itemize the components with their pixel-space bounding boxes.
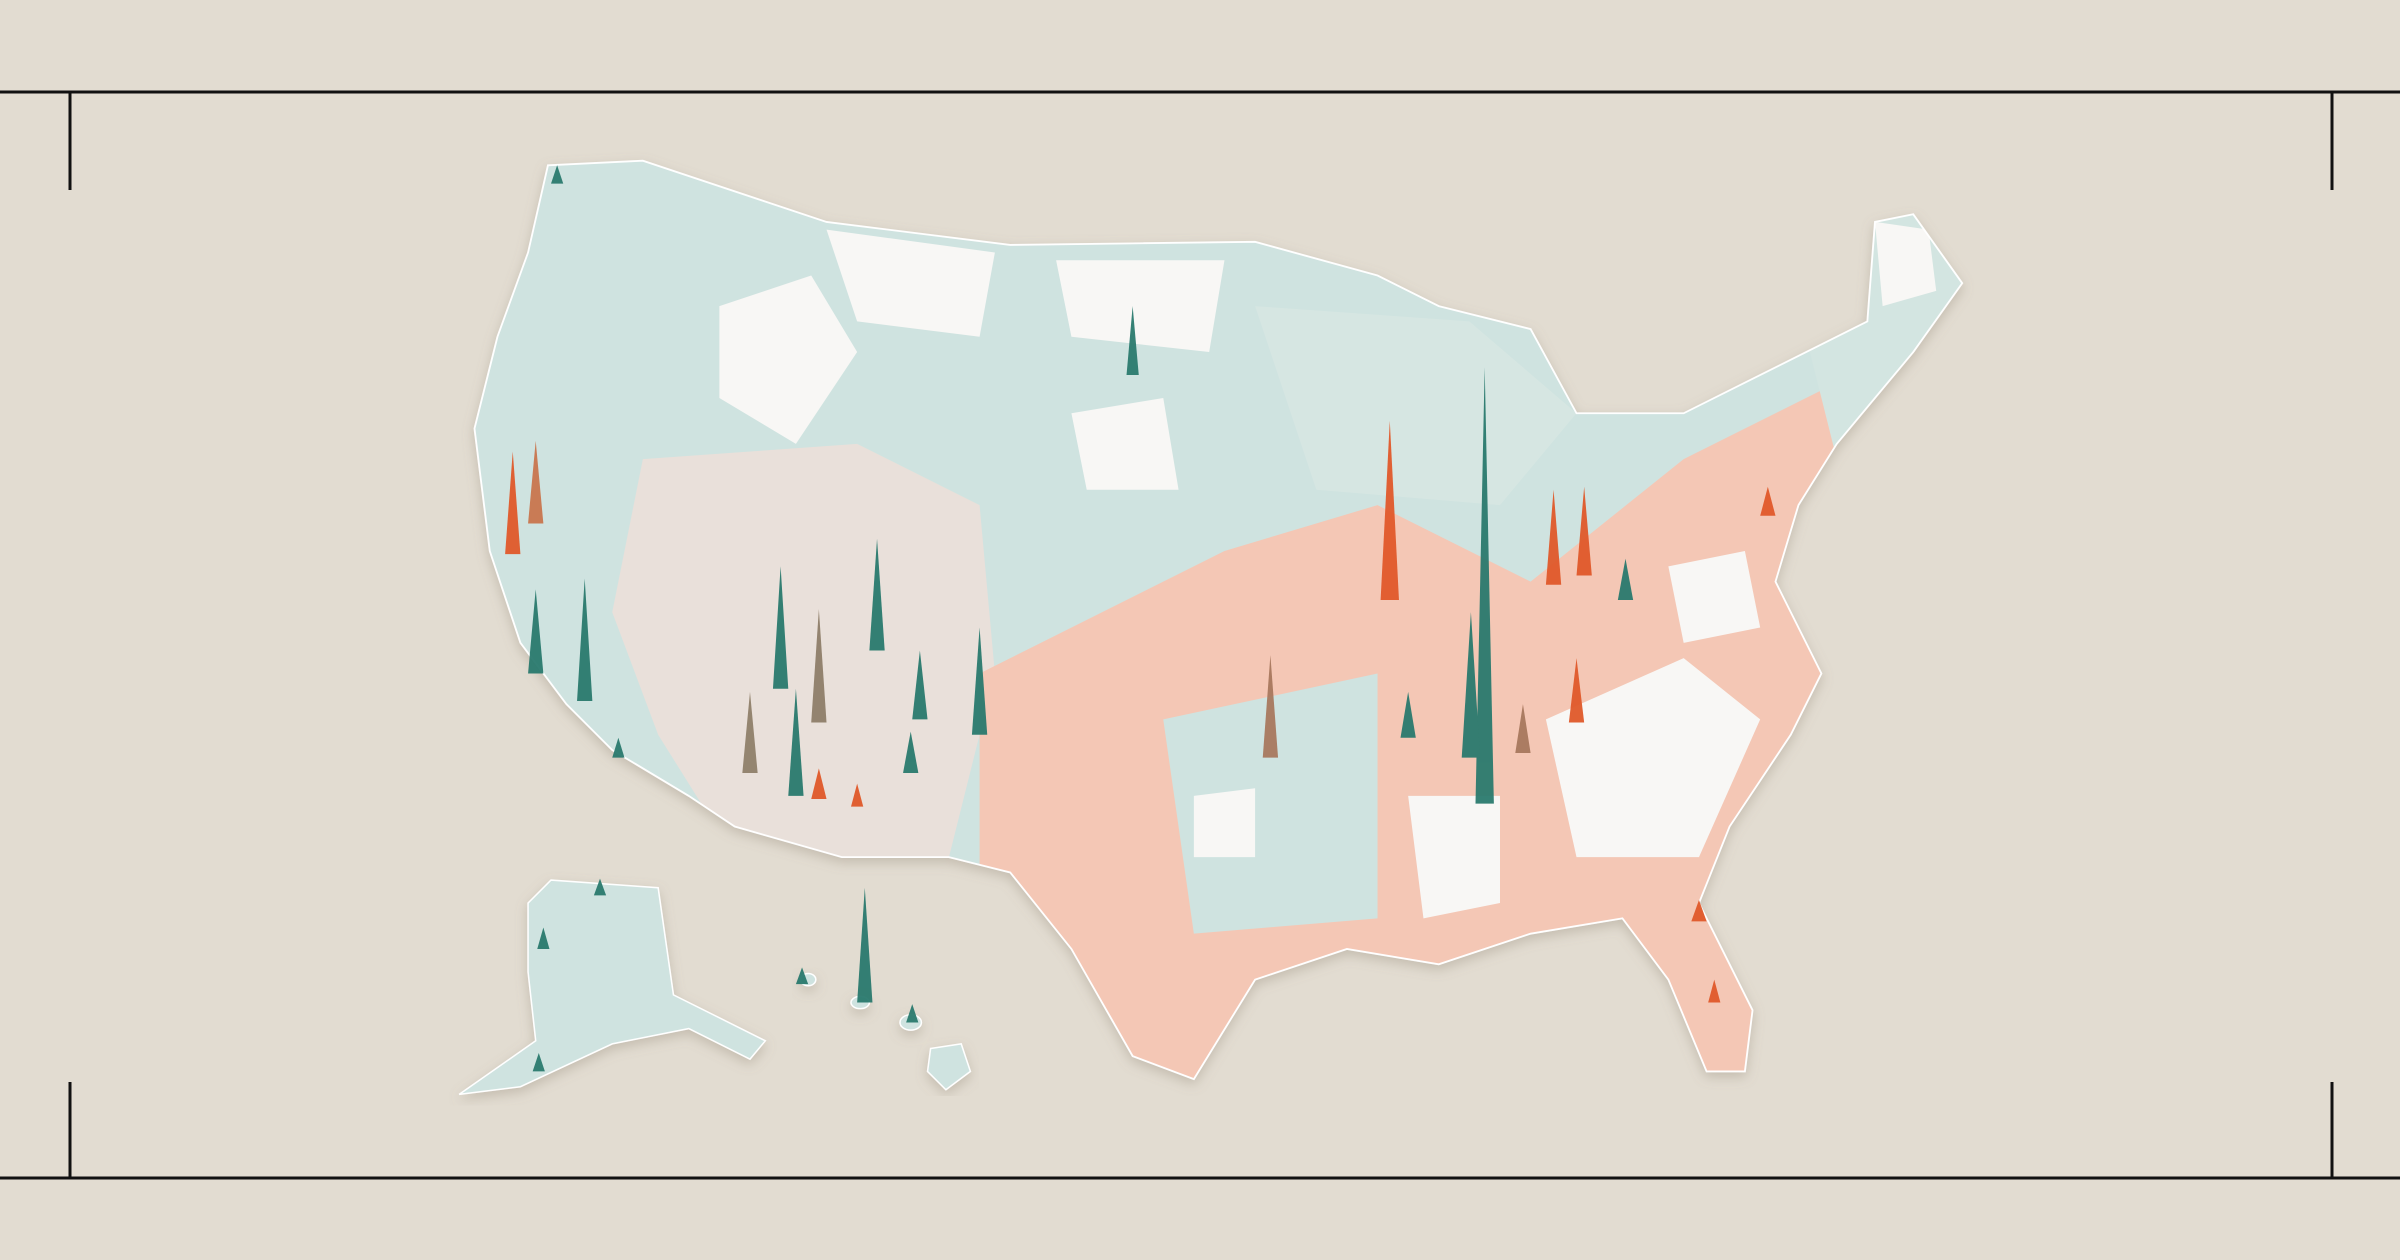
spike	[811, 768, 827, 799]
region	[1163, 673, 1378, 934]
spike	[869, 538, 885, 651]
spike	[1708, 979, 1721, 1003]
alaska	[458, 879, 767, 1096]
spike	[528, 440, 544, 524]
spike	[1568, 658, 1585, 723]
spike	[903, 731, 919, 773]
spike	[537, 927, 550, 949]
frame	[0, 90, 2400, 1180]
region	[1255, 306, 1577, 506]
spike	[1576, 486, 1592, 576]
spike	[788, 688, 804, 796]
spike	[811, 609, 827, 723]
spike	[1515, 704, 1531, 754]
spike	[1400, 691, 1416, 738]
spike	[593, 878, 607, 896]
spike	[742, 691, 758, 773]
contiguous-us	[473, 159, 1964, 1081]
region	[612, 443, 995, 858]
spike	[971, 627, 988, 735]
spike	[1691, 899, 1707, 922]
spike	[912, 650, 928, 720]
spike	[1475, 367, 1494, 804]
spike	[1617, 558, 1634, 600]
white-patches	[719, 221, 1937, 919]
spike	[906, 1004, 919, 1023]
spike	[577, 578, 593, 702]
spikes	[505, 165, 1776, 1072]
hawaii	[799, 972, 972, 1091]
spike	[851, 783, 864, 807]
spike	[612, 737, 625, 758]
spike	[1760, 486, 1776, 516]
spike	[528, 589, 544, 674]
outline	[473, 159, 1964, 1081]
spike	[1380, 420, 1399, 600]
spike	[857, 887, 873, 1003]
spike	[1262, 655, 1279, 758]
spike	[505, 451, 521, 555]
spike	[1461, 612, 1481, 758]
map	[458, 159, 1964, 1096]
spike	[1545, 489, 1562, 585]
spike	[551, 165, 564, 184]
spike	[772, 566, 789, 689]
spike	[1126, 306, 1139, 375]
spike	[532, 1053, 545, 1072]
spike	[795, 967, 809, 985]
